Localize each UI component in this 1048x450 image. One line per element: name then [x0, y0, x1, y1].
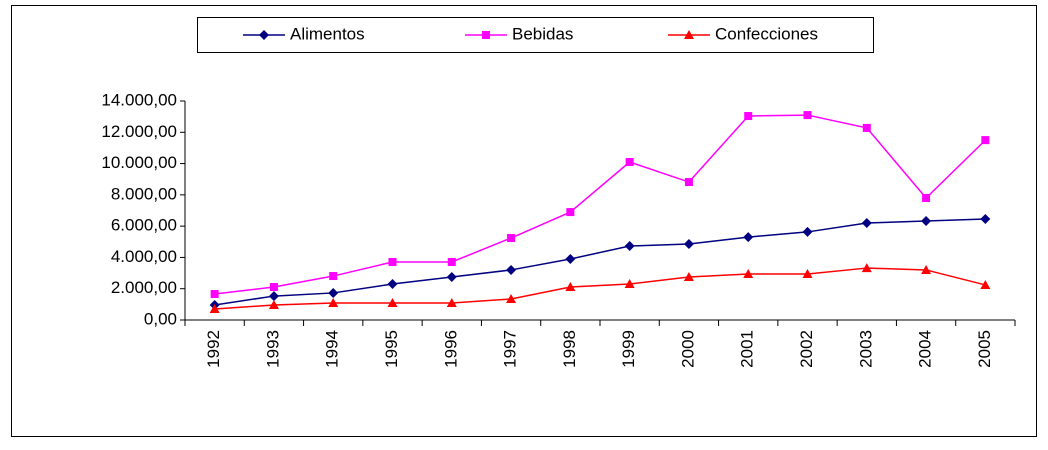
marker-triangle — [565, 281, 576, 291]
marker-square — [684, 178, 693, 187]
series-line — [214, 218, 986, 306]
marker-triangle — [743, 269, 754, 279]
marker-triangle — [209, 304, 220, 314]
y-tick-label: 6.000,00 — [111, 216, 177, 235]
y-tick-label: 14.000,00 — [101, 90, 177, 109]
legend-label: Confecciones — [715, 24, 818, 43]
marker-square — [447, 257, 456, 266]
y-tick-label: 8.000,00 — [111, 184, 177, 203]
y-tick-label: 10.000,00 — [101, 153, 177, 172]
y-tick-label: 0,00 — [144, 309, 177, 328]
x-tick-label: 2001 — [738, 330, 757, 368]
marker-square — [625, 158, 634, 167]
marker-square — [482, 31, 490, 39]
marker-diamond — [921, 215, 932, 226]
legend-box — [197, 17, 874, 53]
marker-triangle — [802, 269, 813, 279]
x-tick-label: 1993 — [263, 330, 282, 368]
marker-square — [862, 123, 871, 132]
marker-triangle — [624, 279, 635, 289]
marker-diamond — [259, 30, 269, 40]
y-tick-label: 2.000,00 — [111, 278, 177, 297]
x-tick-label: 2000 — [678, 330, 697, 368]
marker-diamond — [624, 241, 635, 252]
marker-triangle — [446, 297, 457, 307]
marker-diamond — [328, 287, 339, 298]
marker-square — [388, 257, 397, 266]
marker-square — [981, 136, 990, 145]
marker-square — [566, 208, 575, 217]
marker-triangle — [684, 30, 694, 39]
marker-square — [507, 234, 516, 243]
x-tick-label: 2004 — [916, 330, 935, 368]
series-line — [214, 114, 986, 295]
marker-square — [803, 111, 812, 120]
marker-triangle — [506, 294, 517, 304]
marker-square — [210, 290, 219, 299]
marker-diamond — [565, 253, 576, 264]
marker-diamond — [387, 279, 398, 290]
marker-triangle — [861, 263, 872, 273]
marker-triangle — [980, 279, 991, 289]
marker-triangle — [328, 297, 339, 307]
x-tick-label: 1998 — [560, 330, 579, 368]
marker-triangle — [268, 299, 279, 309]
marker-square — [269, 282, 278, 291]
marker-diamond — [268, 291, 279, 302]
x-tick-label: 1994 — [323, 330, 342, 368]
marker-diamond — [802, 226, 813, 237]
marker-square — [329, 272, 338, 281]
marker-diamond — [506, 264, 517, 275]
x-tick-label: 2002 — [797, 330, 816, 368]
marker-diamond — [861, 218, 872, 229]
marker-square — [922, 193, 931, 202]
marker-diamond — [446, 271, 457, 282]
legend-label: Alimentos — [290, 24, 365, 43]
x-tick-label: 1997 — [501, 330, 520, 368]
marker-diamond — [980, 213, 991, 224]
marker-triangle — [921, 264, 932, 274]
x-tick-label: 1992 — [204, 330, 223, 368]
marker-diamond — [743, 232, 754, 243]
marker-triangle — [387, 297, 398, 307]
x-tick-label: 1996 — [441, 330, 460, 368]
y-tick-label: 12.000,00 — [101, 122, 177, 141]
y-tick-label: 4.000,00 — [111, 247, 177, 266]
x-tick-label: 1999 — [619, 330, 638, 368]
marker-triangle — [683, 271, 694, 281]
legend-label: Bebidas — [512, 24, 573, 43]
marker-diamond — [683, 238, 694, 249]
series-line — [214, 267, 986, 310]
marker-square — [744, 112, 753, 121]
x-tick-label: 1995 — [382, 330, 401, 368]
x-tick-label: 2005 — [975, 330, 994, 368]
x-tick-label: 2003 — [856, 330, 875, 368]
